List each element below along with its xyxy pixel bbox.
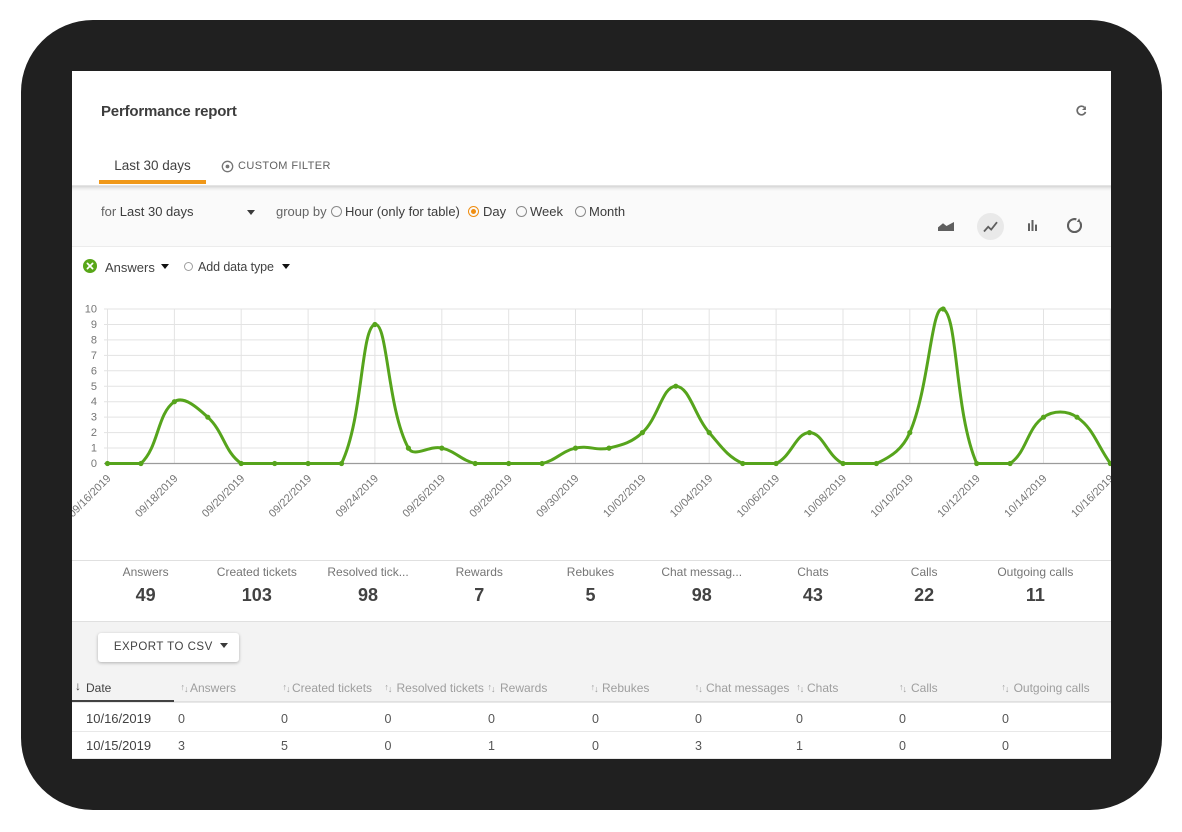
svg-text:09/24/2019: 09/24/2019 <box>334 473 381 520</box>
svg-text:10/12/2019: 10/12/2019 <box>935 473 982 520</box>
svg-text:09/20/2019: 09/20/2019 <box>200 473 247 520</box>
svg-text:09/22/2019: 09/22/2019 <box>267 473 314 520</box>
svg-text:1: 1 <box>91 443 97 455</box>
svg-text:6: 6 <box>91 365 97 377</box>
svg-text:10/06/2019: 10/06/2019 <box>735 473 782 520</box>
svg-text:10/10/2019: 10/10/2019 <box>869 473 916 520</box>
svg-text:8: 8 <box>91 334 97 346</box>
svg-text:09/16/2019: 09/16/2019 <box>72 473 114 520</box>
svg-text:9: 9 <box>91 319 97 331</box>
svg-text:0: 0 <box>91 458 97 470</box>
svg-text:10: 10 <box>85 304 97 316</box>
svg-text:09/28/2019: 09/28/2019 <box>467 473 514 520</box>
svg-text:09/18/2019: 09/18/2019 <box>133 473 180 520</box>
svg-text:10/08/2019: 10/08/2019 <box>802 473 849 520</box>
svg-text:10/02/2019: 10/02/2019 <box>601 473 648 520</box>
svg-text:3: 3 <box>91 412 97 424</box>
svg-text:10/04/2019: 10/04/2019 <box>668 473 715 520</box>
svg-text:5: 5 <box>91 381 97 393</box>
svg-text:10/14/2019: 10/14/2019 <box>1002 473 1049 520</box>
svg-text:09/26/2019: 09/26/2019 <box>401 473 448 520</box>
svg-text:4: 4 <box>91 396 97 408</box>
svg-text:09/30/2019: 09/30/2019 <box>534 473 581 520</box>
svg-text:2: 2 <box>91 427 97 439</box>
svg-text:10/16/2019: 10/16/2019 <box>1069 473 1111 520</box>
svg-text:7: 7 <box>91 350 97 362</box>
